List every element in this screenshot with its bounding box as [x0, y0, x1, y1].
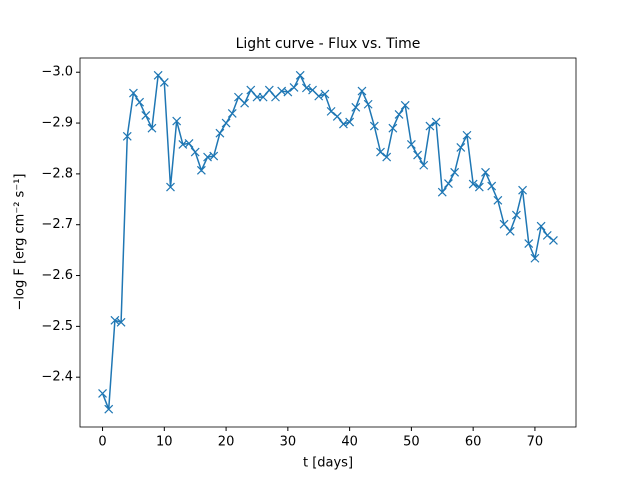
- data-point: [406, 139, 416, 149]
- data-point: [351, 102, 361, 112]
- y-tick-label: −2.6: [41, 268, 73, 283]
- data-point: [264, 85, 274, 95]
- x-tick-label: 20: [218, 435, 235, 450]
- data-point: [295, 70, 305, 80]
- plot-frame: [79, 57, 577, 428]
- data-point: [431, 117, 441, 127]
- data-point: [339, 119, 348, 129]
- y-tick-label: −2.9: [41, 116, 73, 131]
- data-point: [505, 226, 515, 236]
- data-point: [147, 123, 157, 133]
- data-point: [301, 83, 311, 93]
- data-point: [400, 100, 410, 110]
- data-point: [511, 210, 521, 220]
- data-point: [196, 165, 206, 175]
- data-point: [159, 77, 169, 87]
- data-point: [172, 116, 182, 126]
- data-point: [376, 147, 385, 157]
- data-point: [394, 109, 404, 119]
- x-tick-label: 10: [156, 435, 173, 450]
- data-point: [542, 230, 552, 240]
- x-axis-label: t [days]: [303, 456, 353, 471]
- data-point: [184, 138, 194, 148]
- data-point: [326, 106, 336, 116]
- data-point: [98, 389, 107, 398]
- data-point: [258, 92, 268, 102]
- data-point: [462, 130, 472, 140]
- x-tick-label: 50: [403, 435, 420, 450]
- x-tick-label: 0: [98, 435, 106, 450]
- data-point: [549, 236, 558, 245]
- data-point: [314, 91, 324, 101]
- data-point: [110, 315, 120, 325]
- data-point: [481, 167, 490, 177]
- data-point: [437, 187, 447, 197]
- y-tick-label: −2.8: [41, 166, 73, 181]
- data-point: [135, 97, 145, 107]
- data-point: [530, 253, 540, 263]
- data-point: [320, 89, 330, 99]
- data-point: [536, 221, 546, 231]
- data-point: [425, 121, 435, 131]
- data-point: [388, 123, 398, 133]
- data-point: [363, 99, 373, 109]
- y-axis-label: −log F [erg cm⁻² s⁻¹]: [13, 174, 28, 311]
- data-point: [122, 131, 132, 141]
- data-point: [499, 219, 509, 229]
- data-point: [456, 143, 466, 152]
- data-point: [413, 150, 422, 160]
- chart-title: Light curve - Flux vs. Time: [236, 36, 421, 52]
- data-point: [332, 112, 342, 121]
- data-point: [209, 151, 219, 161]
- data-point: [283, 87, 293, 97]
- data-point: [240, 98, 250, 108]
- data-point: [141, 111, 151, 120]
- x-tick-label: 70: [527, 435, 544, 450]
- data-point: [518, 185, 527, 195]
- data-point: [129, 88, 138, 98]
- data-point: [104, 404, 114, 414]
- data-point: [419, 160, 429, 170]
- data-point: [166, 182, 175, 192]
- data-point: [221, 118, 231, 128]
- data-point: [474, 182, 484, 192]
- y-tick-label: −2.7: [41, 217, 73, 232]
- data-point: [382, 152, 392, 162]
- data-point: [116, 317, 126, 327]
- data-point: [450, 167, 460, 177]
- data-point: [493, 195, 503, 205]
- x-tick-label: 60: [465, 435, 482, 450]
- data-point: [357, 86, 367, 96]
- y-tick-label: −2.4: [41, 370, 73, 385]
- series-line: [101, 73, 554, 410]
- data-point: [227, 108, 237, 118]
- data-point: [468, 179, 478, 189]
- data-point: [190, 147, 200, 157]
- data-point: [487, 181, 497, 191]
- x-tick-label: 30: [280, 435, 297, 450]
- data-point: [345, 117, 355, 127]
- data-point: [153, 70, 163, 80]
- data-point: [289, 83, 299, 92]
- x-tick-label: 40: [341, 435, 358, 450]
- data-point: [246, 85, 256, 95]
- data-point: [444, 179, 453, 188]
- data-point: [369, 121, 379, 131]
- data-point: [524, 239, 534, 248]
- data-point: [215, 128, 225, 138]
- y-tick-label: −3.0: [41, 65, 73, 80]
- y-tick-label: −2.5: [41, 319, 73, 334]
